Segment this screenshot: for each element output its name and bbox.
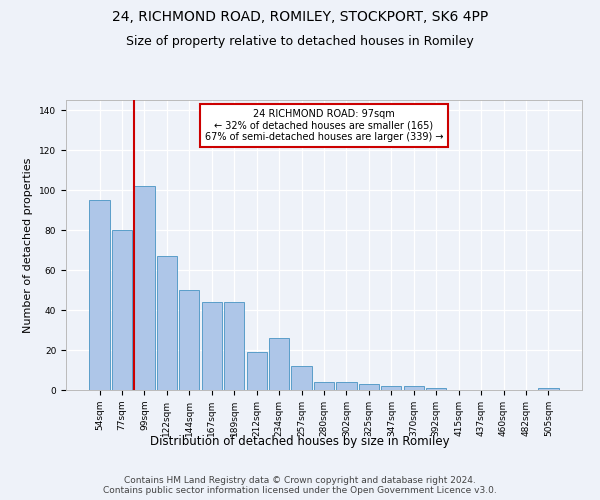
Bar [292,366,311,390]
Bar [538,388,559,390]
Bar [134,186,155,390]
Y-axis label: Number of detached properties: Number of detached properties [23,158,34,332]
Bar [426,388,446,390]
Bar [404,386,424,390]
Bar [314,382,334,390]
Text: 24 RICHMOND ROAD: 97sqm
← 32% of detached houses are smaller (165)
67% of semi-d: 24 RICHMOND ROAD: 97sqm ← 32% of detache… [205,108,443,142]
Text: 24, RICHMOND ROAD, ROMILEY, STOCKPORT, SK6 4PP: 24, RICHMOND ROAD, ROMILEY, STOCKPORT, S… [112,10,488,24]
Bar [202,302,222,390]
Bar [224,302,244,390]
Bar [157,256,177,390]
Bar [179,290,199,390]
Text: Contains HM Land Registry data © Crown copyright and database right 2024.
Contai: Contains HM Land Registry data © Crown c… [103,476,497,495]
Bar [112,230,132,390]
Text: Distribution of detached houses by size in Romiley: Distribution of detached houses by size … [150,435,450,448]
Bar [337,382,356,390]
Text: Size of property relative to detached houses in Romiley: Size of property relative to detached ho… [126,35,474,48]
Bar [89,200,110,390]
Bar [247,352,267,390]
Bar [381,386,401,390]
Bar [359,384,379,390]
Bar [269,338,289,390]
